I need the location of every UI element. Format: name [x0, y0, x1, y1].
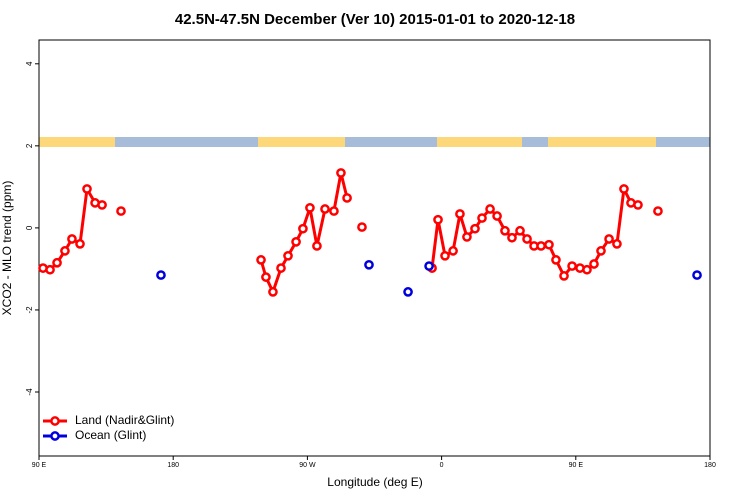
data-point — [329, 206, 339, 216]
data-point — [336, 168, 346, 178]
data-point — [75, 239, 85, 249]
x-axis-label: Longitude (deg E) — [327, 475, 422, 489]
data-point — [515, 225, 525, 236]
data-point — [52, 257, 62, 268]
x-tick-label: 0 — [440, 462, 444, 469]
data-point — [485, 204, 495, 214]
x-tick-label: 180 — [704, 462, 716, 469]
x-tick-label: 90 E — [32, 462, 47, 469]
data-point — [156, 270, 166, 280]
data-point — [522, 234, 532, 244]
data-point — [67, 234, 77, 244]
data-point — [604, 234, 614, 244]
data-point — [448, 246, 458, 256]
data-point — [342, 193, 352, 203]
data-point — [582, 264, 592, 275]
y-axis-label: XCO2 - MLO trend (ppm) — [0, 181, 14, 316]
land-sea-strip — [39, 137, 710, 147]
data-point — [97, 200, 107, 210]
data-point — [320, 204, 330, 214]
data-point — [276, 263, 286, 273]
y-tick-label: 0 — [25, 225, 34, 230]
data-point — [45, 264, 55, 275]
data-point — [492, 211, 502, 221]
data-point — [364, 259, 374, 270]
x-tick-label: 90 E — [569, 462, 584, 469]
data-point — [312, 241, 322, 251]
plot-frame — [38, 39, 711, 457]
data-point — [305, 202, 315, 213]
data-point — [692, 270, 702, 280]
data-point — [291, 236, 301, 247]
series-line — [430, 183, 639, 279]
legend-swatch-point — [50, 431, 60, 441]
data-point — [470, 223, 480, 234]
data-point — [653, 206, 663, 216]
chart-title: 42.5N-47.5N December (Ver 10) 2015-01-01… — [175, 11, 575, 28]
data-point — [424, 261, 434, 271]
data-point — [551, 255, 561, 265]
data-point — [403, 287, 413, 297]
data-point — [455, 209, 465, 219]
data-point — [619, 184, 629, 194]
data-point — [283, 250, 293, 261]
data-point — [477, 213, 487, 223]
data-point — [567, 261, 577, 271]
y-tick-label: 4 — [25, 61, 34, 66]
y-tick-label: -4 — [25, 388, 34, 396]
data-point — [500, 225, 510, 236]
data-point — [60, 246, 70, 256]
legend-label: Land (Nadir&Glint) — [75, 413, 174, 427]
y-tick-label: 2 — [25, 143, 34, 148]
data-point — [633, 200, 643, 210]
data-point — [433, 214, 443, 225]
y-tick-label: -2 — [25, 306, 34, 314]
data-point — [596, 246, 606, 256]
data-point — [462, 232, 472, 242]
data-point — [357, 222, 367, 232]
data-point — [298, 223, 308, 234]
x-tick-label: 180 — [167, 462, 179, 469]
data-point — [536, 241, 546, 251]
data-point — [589, 259, 599, 269]
data-point — [116, 206, 126, 216]
data-point — [612, 239, 622, 249]
data-point — [440, 250, 450, 261]
data-point — [507, 232, 517, 243]
data-point — [559, 271, 569, 281]
data-point — [261, 272, 271, 282]
data-point — [256, 255, 266, 265]
data-point — [82, 184, 92, 194]
legend-label: Ocean (Glint) — [75, 428, 146, 442]
data-point — [544, 239, 554, 250]
legend-swatch-point — [50, 416, 60, 426]
data-point — [268, 287, 278, 297]
x-tick-label: 90 W — [299, 462, 316, 469]
